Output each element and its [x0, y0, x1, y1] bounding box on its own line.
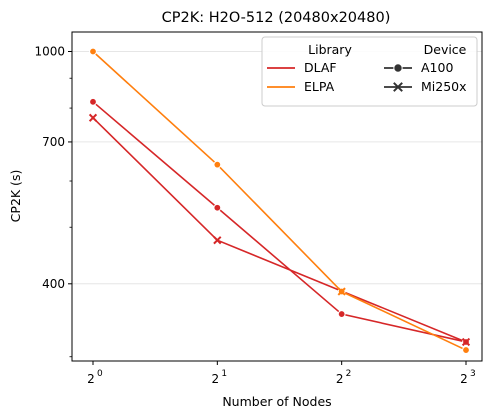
legend-label-mi250x: Mi250x — [421, 79, 467, 94]
x-tick-label: 2 — [460, 372, 468, 386]
y-axis: 400 700 1000 — [34, 45, 72, 358]
y-tick-label: 700 — [42, 135, 65, 149]
data-point-dlaf-mi250x — [213, 236, 222, 245]
series-line-dlaf-a100 — [92, 101, 467, 343]
marker-stroke — [393, 82, 403, 92]
legend-label-a100: A100 — [421, 60, 453, 75]
marker-stroke — [461, 337, 471, 347]
marker-stroke — [213, 236, 222, 245]
marker-stroke — [337, 287, 346, 296]
data-point-elpa-a100 — [213, 160, 222, 169]
legend-box — [261, 36, 478, 107]
legend-marker-mi250x — [393, 82, 403, 92]
series-line-elpa-a100 — [92, 50, 467, 351]
series-line-dlaf-mi250x — [92, 117, 467, 343]
x-tick-exponent: 0 — [97, 369, 103, 379]
data-point-dlaf-a100 — [89, 97, 97, 106]
data-point-elpa-a100 — [462, 346, 470, 354]
legend-title-device: Device — [424, 42, 467, 57]
data-point-dlaf-a100 — [337, 310, 346, 318]
data-point-elpa-a100 — [89, 47, 97, 56]
marker-stroke — [88, 113, 98, 122]
data-point-dlaf-mi250x — [88, 113, 98, 122]
y-axis-label: CP2K (s) — [8, 170, 23, 223]
legend-marker-a100 — [393, 63, 403, 73]
data-point-dlaf-a100 — [213, 203, 222, 212]
x-axis-label: Number of Nodes — [222, 394, 331, 409]
x-tick-label: 2 — [336, 372, 344, 386]
x-tick-label: 2 — [87, 372, 95, 386]
chart-title: CP2K: H2O-512 (20480x20480) — [162, 10, 391, 26]
legend-label-dlaf: DLAF — [304, 60, 337, 75]
plot-frame — [71, 31, 483, 362]
y-tick-label: 400 — [42, 277, 65, 291]
y-tick-label: 1000 — [34, 45, 65, 59]
x-tick-exponent: 2 — [346, 369, 352, 379]
x-tick-exponent: 1 — [221, 369, 227, 379]
legend: Library Device DLAF ELPA A100 Mi250x — [261, 36, 478, 107]
data-point-dlaf-mi250x — [461, 337, 471, 347]
series-markers — [88, 47, 471, 354]
legend-label-elpa: ELPA — [304, 79, 335, 94]
legend-title-library: Library — [308, 42, 352, 57]
x-tick-label: 2 — [212, 372, 220, 386]
data-point-elpa-mi250x — [337, 287, 346, 296]
x-tick-exponent: 3 — [470, 369, 476, 379]
